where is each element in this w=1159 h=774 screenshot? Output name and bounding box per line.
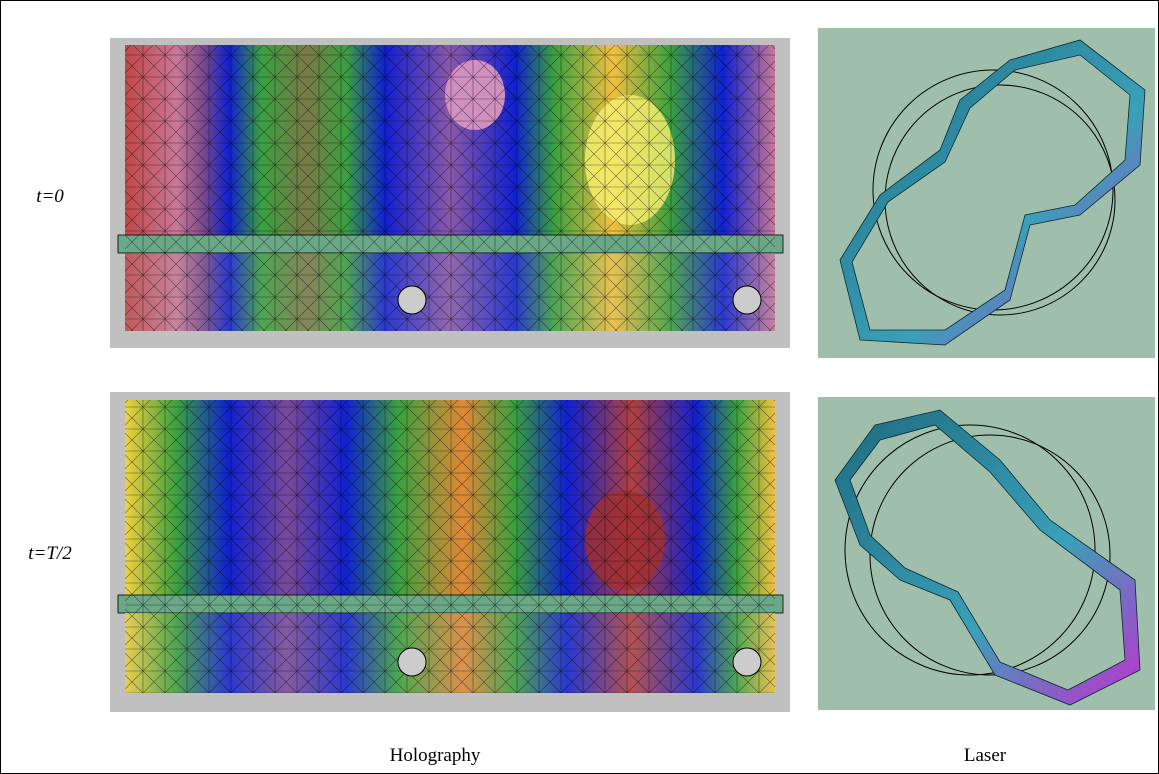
bearing xyxy=(398,286,426,314)
laser-panel xyxy=(818,397,1155,710)
bearing xyxy=(733,648,761,676)
row-label: t=T/2 xyxy=(28,543,72,564)
column-label: Holography xyxy=(390,745,481,766)
row-label: t=0 xyxy=(36,186,64,207)
holography-panel xyxy=(110,38,790,348)
mesh xyxy=(125,400,775,693)
mesh xyxy=(125,45,775,331)
column-label: Laser xyxy=(964,745,1007,766)
holography-panel xyxy=(110,392,790,712)
figure: t=0 t=T/2 Holography Laser xyxy=(0,0,1159,774)
bearing xyxy=(398,648,426,676)
laser-panel xyxy=(818,28,1155,358)
bearing xyxy=(733,286,761,314)
